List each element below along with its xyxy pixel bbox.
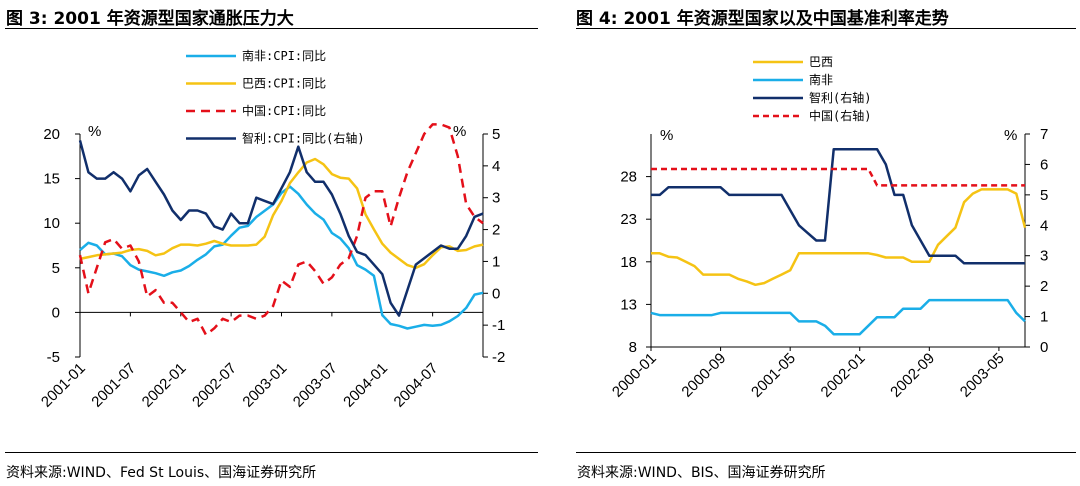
right-y-tick-label: 1 — [1040, 309, 1048, 326]
left-y-tick-label: 10 — [43, 215, 60, 232]
series-line — [78, 140, 484, 317]
right-y-tick-label: 0 — [1040, 339, 1048, 356]
right-y-tick-label: 5 — [492, 126, 500, 143]
x-tick-label: 2002-01 — [139, 360, 190, 411]
right-y-tick-label: 3 — [492, 190, 500, 207]
left-y-tick-label: 13 — [620, 296, 637, 313]
series-line — [651, 188, 1027, 287]
right-y-tick-label: 3 — [1040, 248, 1048, 265]
left-chart-title: 图 3: 2001 年资源型国家通胀压力大 — [6, 9, 294, 29]
x-tick-label: 2001-05 — [748, 350, 799, 401]
left-y-tick-label: 5 — [52, 260, 60, 277]
right-y-tick-label: -2 — [492, 349, 505, 366]
left-y-tick-label: 15 — [43, 171, 60, 188]
series-line — [78, 123, 484, 336]
right-chart-source: 资料来源:WIND、BIS、国海证券研究所 — [577, 465, 826, 481]
right-y-unit: % — [1004, 127, 1017, 144]
series-line — [650, 298, 1026, 336]
x-tick-label: 2000-01 — [609, 350, 660, 401]
left-y-tick-label: 23 — [620, 211, 637, 228]
series-line — [651, 167, 1025, 187]
right-y-tick-label: -1 — [492, 317, 505, 334]
x-tick-label: 2002-01 — [818, 350, 869, 401]
x-tick-label: 2004-07 — [390, 360, 441, 411]
left-y-unit: % — [660, 127, 673, 144]
right-y-tick-label: 5 — [1040, 187, 1048, 204]
x-tick-label: 2001-07 — [88, 360, 139, 411]
left-chart-source: 资料来源:WIND、Fed St Louis、国海证券研究所 — [6, 465, 317, 481]
right-y-tick-label: 6 — [1040, 156, 1048, 173]
legend-label: 南非 — [809, 72, 833, 87]
right-y-tick-label: 1 — [492, 253, 500, 270]
legend-label: 中国(右轴) — [809, 108, 871, 123]
x-tick-label: 2003-07 — [290, 360, 341, 411]
legend-label: 智利:CPI:同比(右轴) — [242, 131, 365, 146]
left-y-tick-label: 20 — [43, 126, 60, 143]
right-y-unit: % — [453, 123, 466, 140]
x-tick-label: 2002-09 — [887, 350, 938, 401]
x-tick-label: 2002-07 — [189, 360, 240, 411]
right-y-tick-label: 2 — [492, 222, 500, 239]
x-tick-label: 2000-09 — [678, 350, 729, 401]
left-bottom-rule — [5, 452, 538, 453]
right-bottom-rule — [576, 452, 1076, 453]
right-title-rule — [576, 28, 1076, 29]
legend-label: 南非:CPI:同比 — [242, 48, 326, 63]
legend-label: 智利(右轴) — [809, 90, 871, 105]
right-y-tick-label: 7 — [1040, 126, 1048, 143]
x-tick-label: 2004-01 — [340, 360, 391, 411]
right-y-tick-label: 4 — [492, 158, 500, 175]
right-y-tick-label: 0 — [492, 285, 500, 302]
left-title-rule — [5, 28, 538, 29]
x-tick-label: 2003-01 — [239, 360, 290, 411]
left-y-tick-label: 28 — [620, 169, 637, 186]
legend-label: 巴西:CPI:同比 — [242, 77, 326, 91]
left-y-tick-label: 0 — [52, 304, 60, 321]
left-y-tick-label: -5 — [47, 349, 60, 366]
series-line — [79, 185, 484, 330]
x-tick-label: 2001-01 — [38, 360, 89, 411]
left-y-tick-label: 8 — [629, 339, 637, 356]
legend-label: 巴西 — [809, 55, 833, 69]
left-y-tick-label: 18 — [620, 254, 637, 271]
left-y-unit: % — [88, 123, 101, 140]
right-y-tick-label: 2 — [1040, 278, 1048, 295]
x-tick-label: 2003-05 — [957, 350, 1008, 401]
legend-label: 中国:CPI:同比 — [242, 103, 326, 118]
series-line — [651, 147, 1025, 265]
right-chart-title: 图 4: 2001 年资源型国家以及中国基准利率走势 — [576, 9, 949, 29]
right-y-tick-label: 4 — [1040, 217, 1048, 234]
